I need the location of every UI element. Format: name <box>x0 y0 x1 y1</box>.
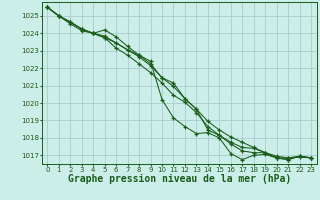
X-axis label: Graphe pression niveau de la mer (hPa): Graphe pression niveau de la mer (hPa) <box>68 174 291 184</box>
